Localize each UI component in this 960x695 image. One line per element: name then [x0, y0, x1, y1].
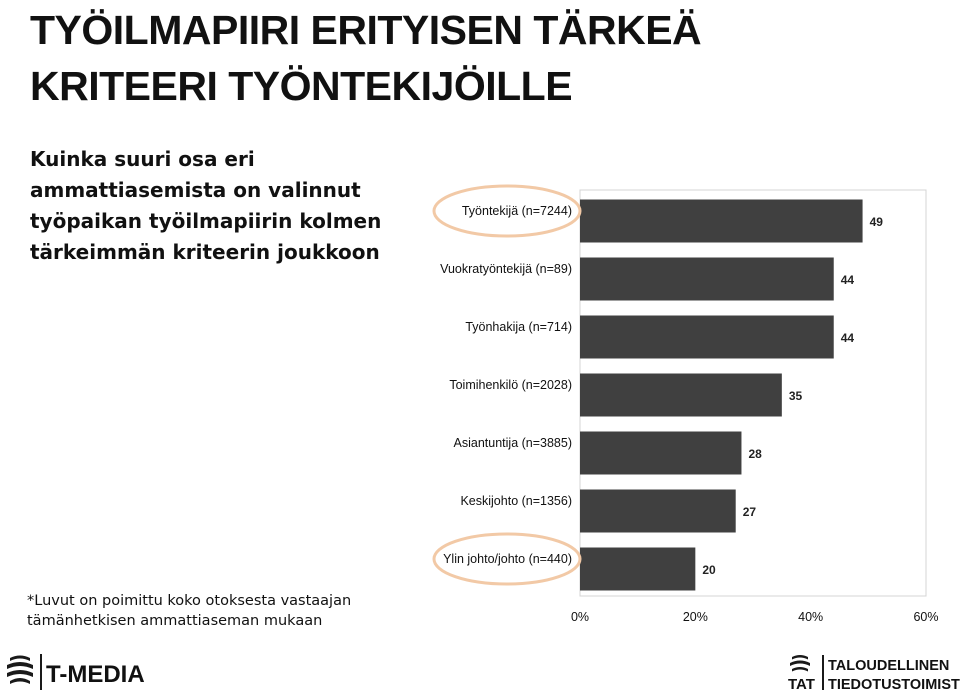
highlight-ellipse: [432, 532, 582, 586]
highlight-ellipse: [432, 184, 582, 238]
data-label: 27: [743, 505, 757, 519]
category-label: Asiantuntija (n=3885): [454, 436, 572, 450]
footnote: *Luvut on poimittu koko otoksesta vastaa…: [27, 593, 352, 629]
x-tick-label: 60%: [913, 610, 938, 624]
t-media-wordmark: T-MEDIA: [46, 661, 145, 688]
category-label: Keskijohto (n=1356): [460, 494, 572, 508]
tat-logo: TAT TALOUDELLINEN TIEDOTUSTOIMISTO: [788, 655, 960, 692]
x-tick-label: 0%: [571, 610, 589, 624]
category-label: Ylin johto/johto (n=440): [443, 552, 572, 566]
tat-abbr: TAT: [788, 676, 815, 692]
bar: [580, 199, 863, 243]
title-line-1: TYÖILMAPIIRI ERITYISEN TÄRKEÄ: [30, 7, 702, 53]
category-label: Työntekijä (n=7244): [462, 204, 572, 218]
data-label: 44: [841, 273, 855, 287]
bar: [580, 257, 834, 301]
tat-name-line-2: TIEDOTUSTOIMISTO: [828, 677, 960, 692]
bar: [580, 315, 834, 359]
data-label: 20: [702, 563, 716, 577]
bar: [580, 373, 782, 417]
x-tick-label: 40%: [798, 610, 823, 624]
category-label: Työnhakija (n=714): [465, 320, 572, 334]
tat-name-line-1: TALOUDELLINEN: [828, 658, 949, 674]
tat-globe-icon: [790, 655, 810, 672]
title-line-2: KRITEERI TYÖNTEKIJÖILLE: [30, 63, 573, 109]
data-label: 44: [841, 331, 855, 345]
data-label: 28: [748, 447, 762, 461]
category-label: Vuokratyöntekijä (n=89): [440, 262, 572, 276]
slide-title: TYÖILMAPIIRI ERITYISEN TÄRKEÄ KRITEERI T…: [30, 2, 702, 114]
data-label: 35: [789, 389, 803, 403]
x-tick-label: 20%: [683, 610, 708, 624]
category-label: Toimihenkilö (n=2028): [449, 378, 572, 392]
slide-subtitle: Kuinka suuri osa eri ammattiasemista on …: [30, 147, 382, 264]
globe-icon: [7, 655, 33, 684]
data-label: 49: [870, 215, 884, 229]
t-media-logo: T-MEDIA: [7, 654, 145, 690]
bar: [580, 547, 696, 591]
bar: [580, 431, 742, 475]
bar: [580, 489, 736, 533]
